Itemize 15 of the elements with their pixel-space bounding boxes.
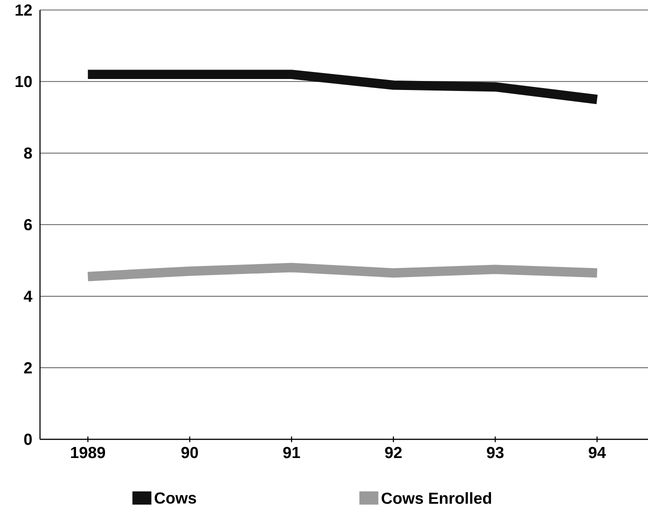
x-tick-label: 91 — [283, 446, 300, 458]
y-tick-label: 12 — [16, 4, 32, 16]
y-tick-label: 2 — [24, 362, 32, 374]
y-tick-label: 8 — [24, 147, 32, 159]
x-tick-label: 1989 — [71, 446, 106, 458]
x-tick-label: 94 — [588, 446, 606, 458]
y-tick-label: 4 — [24, 290, 32, 302]
x-tick-label: 90 — [181, 446, 198, 458]
y-tick-label: 10 — [16, 76, 32, 88]
legend-label: Cows — [154, 492, 196, 504]
x-tick-label: 92 — [385, 446, 402, 458]
y-tick-label: 6 — [24, 218, 32, 230]
x-tick-label: 93 — [486, 446, 504, 458]
legend-label: Cows Enrolled — [382, 492, 492, 504]
y-tick-label: 0 — [24, 434, 32, 445]
